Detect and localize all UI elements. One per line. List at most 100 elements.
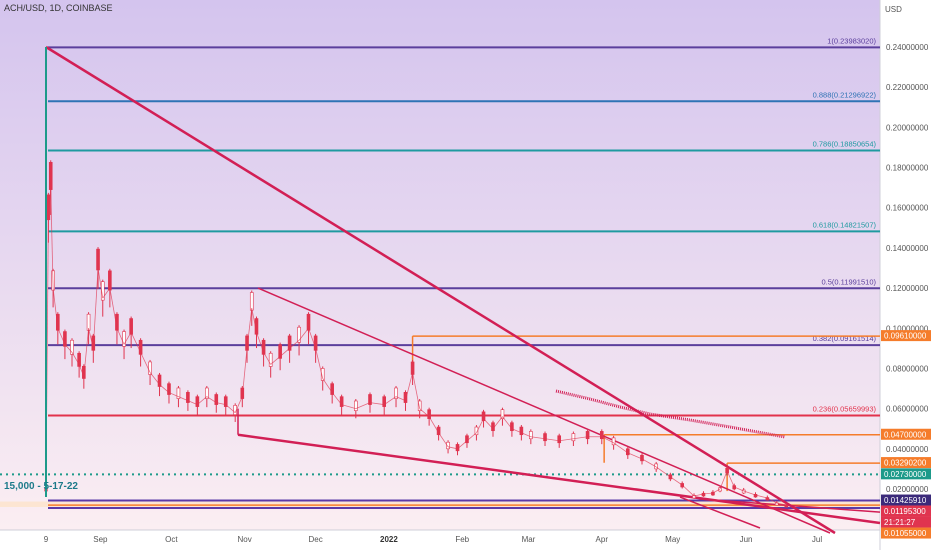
price-tag-label: 0.01195300: [884, 507, 926, 516]
series-segment: [315, 348, 324, 379]
trendline-small-2: [699, 498, 881, 513]
time-axis-background: [0, 530, 880, 550]
candle-body: [585, 431, 590, 440]
trendline-lower: [237, 433, 881, 525]
x-tick-label: Jun: [740, 535, 753, 544]
y-tick-label: 0.24000000: [886, 43, 929, 52]
chart-title: ACH/USD, 1D, COINBASE: [4, 3, 113, 13]
series-segment: [601, 436, 614, 444]
fib-levels: 1(0.23983020) 0.888(0.21296922) 0.786(0.18…: [48, 36, 880, 509]
x-tick-label: 9: [44, 535, 49, 544]
fib-level-label: 0.236(0.05659993): [813, 404, 877, 413]
series-segment: [492, 416, 503, 429]
candle-body: [692, 495, 696, 499]
series-segment: [256, 332, 264, 353]
price-tag-bg: [881, 494, 931, 506]
candle-body: [491, 422, 495, 432]
candle-body: [129, 318, 133, 335]
series-segment: [681, 484, 695, 497]
series-segment: [743, 490, 756, 496]
series-segment: [241, 348, 248, 397]
candle-body: [543, 433, 547, 442]
candle-body: [77, 352, 81, 367]
series-segment: [383, 396, 397, 405]
y-tick-label: 0.20000000: [886, 123, 929, 132]
series-segment: [270, 356, 281, 365]
price-tag-label: 0.01425910: [884, 496, 927, 505]
y-ticks: 0.24000000 0.22000000 0.20000000 0.18000000…: [886, 43, 929, 494]
candle-body: [223, 396, 228, 407]
candle-body: [278, 344, 282, 359]
series-segment: [322, 378, 333, 393]
x-tick-label: Apr: [596, 535, 609, 544]
candle-body: [519, 426, 524, 436]
series-segment: [130, 332, 141, 353]
x-tick-label: Feb: [455, 535, 469, 544]
candle-body: [297, 326, 301, 343]
x-tick-label: Dec: [308, 535, 322, 544]
series-segment: [331, 392, 342, 405]
series-segment: [355, 402, 371, 410]
candle-body: [571, 433, 576, 442]
price-tag-label: 0.09610000: [884, 332, 927, 341]
series-segment: [298, 328, 309, 341]
series-segment: [755, 494, 768, 499]
trendline-small: [679, 496, 761, 529]
axis-currency-label: USD: [885, 5, 902, 14]
y-tick-label: 0.14000000: [886, 244, 929, 253]
series-segment: [78, 364, 85, 377]
candle-body: [500, 409, 505, 419]
series-segment: [641, 458, 657, 468]
candle-body: [48, 162, 53, 190]
candle-body: [481, 411, 486, 421]
series-segment: [559, 438, 574, 442]
candle-body: [176, 387, 181, 399]
price-tag-label: 0.01055000: [884, 529, 927, 538]
series-segment: [279, 348, 290, 357]
price-tag-label: 0.02730000: [884, 470, 927, 479]
series-segment: [428, 416, 439, 433]
price-tag-label: 0.03290200: [884, 459, 927, 468]
fib-level-label: 0.888(0.21296922): [813, 90, 877, 99]
price-tag-bg: [881, 516, 931, 528]
series-segment: [502, 416, 513, 429]
candle-body: [108, 270, 112, 291]
x-tick-label: Mar: [522, 535, 536, 544]
trendline-major: [45, 45, 836, 535]
series-segment: [168, 392, 179, 397]
fib-level-label: 0.5(0.11991510): [822, 277, 877, 286]
series-segment: [655, 466, 671, 478]
series-segment: [225, 404, 236, 413]
series-segment: [64, 344, 73, 353]
price-tag-label: 21:21:27: [884, 518, 916, 527]
candle-body: [249, 292, 254, 311]
candle-body: [382, 396, 386, 407]
series-segment: [159, 384, 170, 393]
price-tag-bg: [881, 527, 931, 539]
candle-body: [86, 313, 91, 331]
series-segment: [123, 332, 132, 345]
series-segment: [476, 418, 484, 433]
fib-level-label: 1(0.23983020): [827, 36, 876, 45]
candle-body: [167, 383, 171, 395]
price-tag-bg: [881, 457, 931, 469]
candle-body: [394, 387, 398, 399]
series-segment: [776, 502, 787, 506]
candle-body: [474, 426, 479, 436]
candle-body: [330, 383, 334, 395]
trendlines: [45, 45, 881, 535]
series-segment: [573, 436, 588, 440]
series-segment: [216, 402, 226, 406]
fib-level-label: 0.618(0.14821507): [813, 220, 877, 229]
series-segment: [767, 497, 777, 504]
candle-body: [56, 313, 60, 331]
series-segment: [369, 402, 385, 406]
series-segment: [412, 372, 421, 409]
series-segment: [102, 287, 111, 299]
price-tag-label: 0.04700000: [884, 430, 927, 439]
series-segment: [613, 442, 629, 454]
series-segment: [511, 428, 522, 434]
series-segment: [187, 400, 198, 405]
x-tick-label: Jul: [812, 535, 822, 544]
